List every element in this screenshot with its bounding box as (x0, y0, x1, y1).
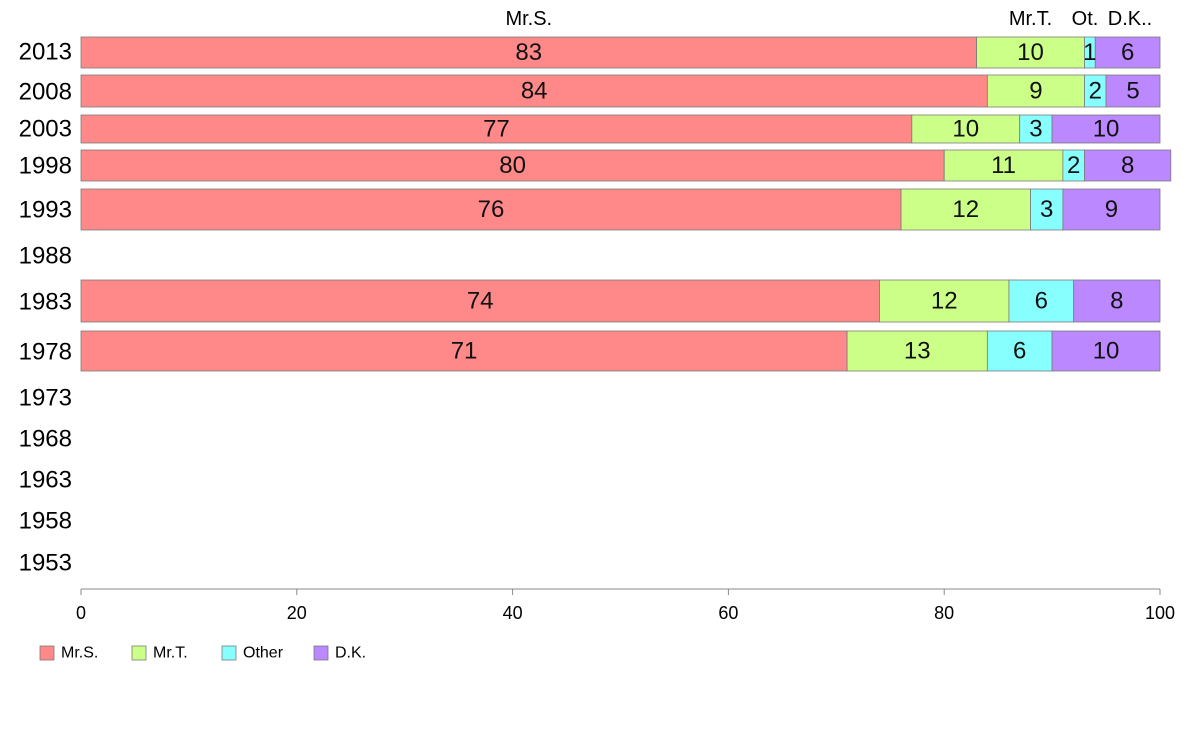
legend-label-mr-t: Mr.T. (153, 645, 188, 662)
legend-label-other: Other (243, 645, 284, 662)
bar-1978-mr-t (846, 330, 988, 372)
bar-label-1998-mr-t: 11 (991, 152, 1016, 179)
bar-label-1993-other: 3 (1040, 196, 1053, 223)
bar-label-1978-mr-s: 71 (451, 338, 478, 365)
bar-1993-mr-s (80, 188, 902, 231)
bar-label-2003-d-k: 10 (1093, 116, 1120, 143)
x-tick-label-20: 20 (287, 603, 307, 623)
year-label-2013: 2013 (19, 39, 72, 66)
bar-label-1983-mr-t: 12 (931, 288, 958, 315)
legend-swatch-other (221, 645, 237, 661)
year-label-1993: 1993 (19, 197, 72, 224)
bar-label-1983-mr-s: 74 (467, 288, 494, 315)
top-labels-group: Mr.S. Mr.T. Ot. D.K.. (505, 8, 1152, 30)
bar-2013-mr-s (80, 36, 977, 69)
legend-label-mr-s: Mr.S. (61, 645, 98, 662)
year-label-1968: 1968 (19, 426, 72, 453)
x-tick-label-60: 60 (718, 603, 738, 623)
bar-1993-mr-t (900, 188, 1031, 231)
bar-1978-mr-s (80, 330, 848, 372)
year-label-2003: 2003 (19, 116, 72, 143)
bar-1993-d-k (1062, 188, 1161, 231)
bar-label-2003-other: 3 (1029, 116, 1042, 143)
bar-label-2013-mr-t: 10 (1017, 39, 1044, 66)
top-label-mr-s: Mr.S. (505, 8, 552, 30)
year-label-2008: 2008 (19, 79, 72, 106)
bar-label-1993-d-k: 9 (1105, 196, 1118, 223)
year-label-1988: 1988 (19, 243, 72, 270)
bar-1978-d-k (1051, 330, 1161, 372)
bar-label-1978-mr-t: 13 (904, 338, 931, 365)
year-label-1998: 1998 (19, 153, 72, 180)
bar-2003-mr-s (80, 114, 913, 144)
bar-label-1983-d-k: 8 (1110, 288, 1123, 315)
bar-2003-other (1019, 114, 1053, 144)
bar-label-2013-d-k: 6 (1121, 39, 1134, 66)
bar-label-2003-mr-t: 10 (952, 116, 979, 143)
year-label-1973: 1973 (19, 385, 72, 412)
bar-1998-mr-s (80, 149, 945, 182)
x-tick-label-40: 40 (503, 603, 523, 623)
bar-label-2003-mr-s: 77 (483, 116, 510, 143)
bar-1983-mr-t (879, 279, 1010, 323)
legend-swatch-d-k (313, 645, 329, 661)
x-axis: 0 20 40 60 80 100 (76, 588, 1175, 623)
bar-label-1993-mr-s: 76 (478, 196, 505, 223)
bar-label-2008-mr-s: 84 (521, 78, 548, 105)
bar-2008-mr-t (986, 74, 1085, 108)
bar-1998-mr-t (943, 149, 1064, 182)
year-label-1953: 1953 (19, 550, 72, 577)
bar-1983-mr-s (80, 279, 880, 323)
top-label-d-k: D.K.. (1108, 8, 1152, 30)
bar-label-1978-d-k: 10 (1093, 338, 1120, 365)
top-label-ot: Ot. (1072, 8, 1099, 30)
legend-swatch-mr-t (131, 645, 147, 661)
year-label-1963: 1963 (19, 467, 72, 494)
top-label-mr-t: Mr.T. (1009, 8, 1052, 30)
bar-label-1998-d-k: 8 (1121, 152, 1134, 179)
bar-label-1998-other: 2 (1067, 152, 1080, 179)
bar-label-2008-mr-t: 9 (1029, 78, 1042, 105)
legend-label-d-k: D.K. (335, 645, 366, 662)
bar-label-1993-mr-t: 12 (952, 196, 979, 223)
x-tick-label-100: 100 (1145, 603, 1175, 623)
bar-label-2008-other: 2 (1089, 78, 1102, 105)
x-tick-label-0: 0 (76, 603, 86, 623)
bar-1983-d-k (1073, 279, 1161, 323)
legend: Mr.S. Mr.T. Other D.K. (39, 645, 366, 662)
bar-label-1978-other: 6 (1013, 338, 1026, 365)
bar-label-2013-mr-s: 83 (515, 39, 542, 66)
bar-2008-d-k (1105, 74, 1161, 108)
bar-1998-d-k (1084, 149, 1172, 182)
bar-2013-mr-t (976, 36, 1085, 69)
bar-label-2013-other: 1 (1083, 39, 1096, 66)
bars-group (80, 36, 1172, 372)
year-labels-group: 2013 2008 2003 1998 1993 1988 1983 1978 1973 1968… (19, 39, 72, 577)
x-tick-label-80: 80 (934, 603, 954, 623)
bar-2003-d-k (1051, 114, 1161, 144)
legend-swatch-mr-s (39, 645, 55, 661)
bar-2003-mr-t (911, 114, 1021, 144)
year-label-1983: 1983 (19, 289, 72, 316)
bar-2013-d-k (1094, 36, 1161, 69)
bar-label-1998-mr-s: 80 (499, 152, 526, 179)
bar-label-1983-other: 6 (1035, 288, 1048, 315)
year-label-1958: 1958 (19, 508, 72, 535)
bar-label-2008-d-k: 5 (1126, 78, 1139, 105)
bar-1993-other (1030, 188, 1064, 231)
year-label-1978: 1978 (19, 339, 72, 366)
